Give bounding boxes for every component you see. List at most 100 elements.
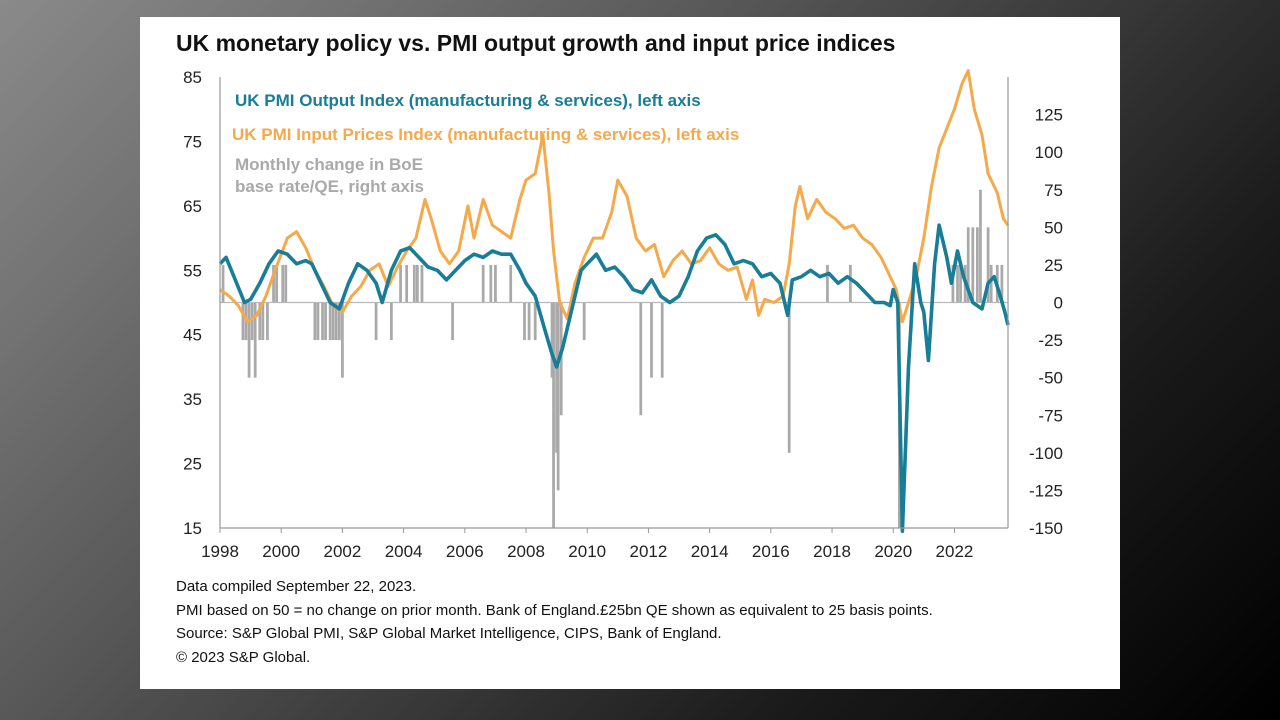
chart-slide: UK monetary policy vs. PMI output growth… (140, 17, 1120, 689)
right-axis-tick-label: 0 (1054, 294, 1063, 313)
chart-title: UK monetary policy vs. PMI output growth… (176, 30, 896, 56)
boe-bar (787, 302, 791, 453)
x-axis-tick-label: 2020 (874, 542, 912, 561)
left-axis-tick-label: 75 (183, 132, 202, 151)
boe-bar (321, 302, 324, 341)
right-axis-tick-label: -125 (1029, 481, 1063, 500)
left-axis-tick-label: 55 (183, 261, 202, 280)
boe-bar (221, 264, 225, 303)
right-axis-tick-label: 100 (1035, 143, 1063, 162)
boe-bar (1000, 264, 1004, 303)
boe-bar (555, 302, 558, 453)
boe-bar (533, 302, 537, 341)
legend-boe-line1: Monthly change in BoE (235, 155, 423, 174)
x-axis-tick-label: 2014 (691, 542, 729, 561)
boe-bar (559, 302, 563, 416)
legend-boe-line2: base rate/QE, right axis (235, 177, 424, 196)
boe-bar (420, 264, 424, 303)
boe-bar (247, 302, 251, 378)
boe-bar (341, 302, 344, 378)
right-axis-tick-label: 50 (1044, 218, 1063, 237)
boe-bar (324, 302, 327, 341)
x-axis-tick-label: 2002 (323, 542, 361, 561)
boe-bar (552, 302, 555, 528)
boe-bars-layer (221, 189, 1004, 528)
right-axis-tick-label: -75 (1038, 406, 1063, 425)
boe-bar (258, 302, 262, 341)
boe-bar (253, 302, 257, 378)
x-axis-tick-label: 2012 (630, 542, 668, 561)
chart-canvas: 85 75 65 55 45 35 25 15 125 100 75 50 25 0 -25 -50 -75 -1… (183, 68, 1063, 561)
right-axis-tick-label: 125 (1035, 106, 1063, 125)
left-axis-tick-label: 85 (183, 68, 202, 87)
right-axis-tick-label: -100 (1029, 444, 1063, 463)
note-source: Source: S&P Global PMI, S&P Global Marke… (176, 625, 722, 642)
boe-bar (959, 264, 962, 303)
boe-bar (331, 302, 335, 341)
note-date: Data compiled September 22, 2023. (176, 578, 417, 595)
boe-bar (976, 227, 979, 303)
x-axis-tick-label: 2022 (936, 542, 974, 561)
boe-bar (660, 302, 664, 378)
boe-bar (451, 302, 454, 341)
legend-output-index: UK PMI Output Index (manufacturing & ser… (235, 91, 701, 110)
boe-bar (556, 302, 560, 491)
boe-bar (412, 264, 416, 303)
boe-bar (989, 264, 993, 303)
boe-bar (389, 302, 393, 341)
output-index-line (218, 223, 1010, 533)
boe-bar (523, 302, 526, 341)
x-axis-tick-label: 2006 (446, 542, 484, 561)
x-axis-tick-label: 2000 (262, 542, 300, 561)
boe-bar (826, 264, 829, 303)
boe-bar (374, 302, 378, 341)
right-axis-tick-label: -150 (1029, 519, 1063, 538)
right-axis-tick-label: -25 (1038, 331, 1063, 350)
boe-bar (494, 264, 497, 303)
left-axis-tick-label: 45 (183, 326, 202, 345)
boe-bar (405, 264, 409, 303)
boe-bar (639, 302, 643, 416)
x-axis-tick-label: 2016 (752, 542, 790, 561)
left-axis-tick-label: 65 (183, 197, 202, 216)
legend-input-prices: UK PMI Input Prices Index (manufacturing… (232, 125, 739, 144)
right-axis-tick-label: 25 (1044, 256, 1063, 275)
right-axis-tick-label: -50 (1038, 369, 1063, 388)
boe-bar (284, 264, 288, 303)
boe-bar (272, 264, 275, 303)
footnotes: Data compiled September 22, 2023. PMI ba… (176, 575, 933, 669)
boe-bar (313, 302, 317, 341)
boe-bar (275, 264, 278, 303)
boe-bar (550, 302, 554, 378)
boe-bar (849, 264, 852, 303)
boe-bar (509, 264, 513, 303)
boe-bar (416, 264, 419, 303)
x-axis-tick-label: 2004 (385, 542, 423, 561)
boe-bar (337, 302, 341, 341)
right-axis-tick-label: 75 (1044, 181, 1063, 200)
boe-bar (966, 227, 970, 303)
note-copyright: © 2023 S&P Global. (176, 648, 311, 666)
tick-labels-layer: 85 75 65 55 45 35 25 15 125 100 75 50 25 0 -25 -50 -75 -1… (183, 68, 1063, 561)
boe-bar (971, 227, 975, 303)
note-methodology: PMI based on 50 = no change on prior mon… (176, 601, 933, 619)
boe-bar (986, 227, 990, 303)
x-axis-tick-label: 2010 (568, 542, 606, 561)
boe-bar (979, 189, 982, 303)
boe-bar (956, 264, 959, 303)
boe-bar (527, 302, 531, 341)
boe-bar (261, 302, 265, 341)
x-axis-tick-label: 2008 (507, 542, 545, 561)
boe-bar (399, 264, 402, 303)
x-axis-tick-label: 1998 (201, 542, 239, 561)
boe-bar (650, 302, 653, 378)
left-axis-tick-label: 25 (183, 455, 202, 474)
boe-bar (489, 264, 493, 303)
boe-bar (582, 302, 586, 341)
axes-layer (219, 77, 1009, 533)
boe-bar (481, 264, 485, 303)
boe-bar (316, 302, 320, 341)
boe-bar (241, 302, 245, 341)
boe-bar (281, 264, 285, 303)
left-axis-tick-label: 15 (183, 519, 202, 538)
